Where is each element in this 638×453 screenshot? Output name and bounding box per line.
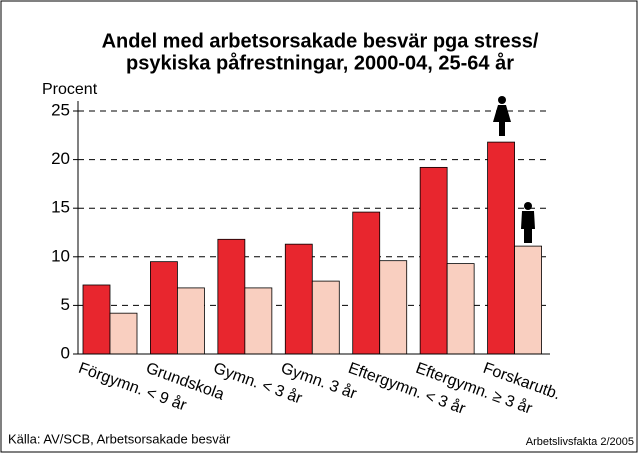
bar: [514, 245, 542, 355]
source: Källa: AV/SCB, Arbetsorsakade besvär: [8, 431, 231, 446]
y-axis-label: Procent: [42, 81, 98, 98]
bar: [82, 284, 111, 355]
bar: [150, 261, 178, 355]
legend-icons: [493, 96, 535, 243]
chart-title: Andel med arbetsorsakade besvär pga stre…: [102, 30, 539, 52]
man-icon: [521, 202, 535, 243]
bar: [446, 263, 475, 355]
bar: [311, 280, 340, 355]
bar: [244, 287, 273, 355]
bar: [487, 141, 515, 355]
y-tick-label: 10: [51, 246, 70, 265]
credit: Arbetslivsfakta 2/2005: [526, 436, 634, 448]
y-tick-label: 15: [51, 198, 70, 217]
y-tick-label: 5: [61, 295, 70, 314]
bar: [379, 260, 408, 355]
y-tick-label: 20: [51, 149, 70, 168]
woman-icon: [493, 96, 511, 136]
bar: [177, 287, 205, 355]
y-tick-label: 0: [61, 343, 70, 362]
chart-title: psykiska påfrestningar, 2000-04, 25-64 å…: [126, 51, 514, 74]
bar: [284, 243, 313, 355]
y-tick-label: 25: [51, 100, 70, 119]
bar: [419, 166, 448, 355]
bar: [109, 312, 138, 355]
bar: [217, 238, 246, 355]
bar: [352, 211, 381, 355]
